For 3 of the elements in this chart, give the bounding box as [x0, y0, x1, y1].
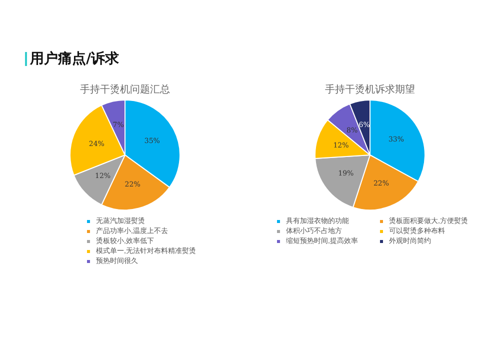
text: 用户痛点/诉求 — [30, 50, 120, 68]
chart-title: 手持干烫机诉求期望 — [325, 84, 415, 96]
chart-title: 手持干烫机问题汇总 — [80, 84, 170, 96]
